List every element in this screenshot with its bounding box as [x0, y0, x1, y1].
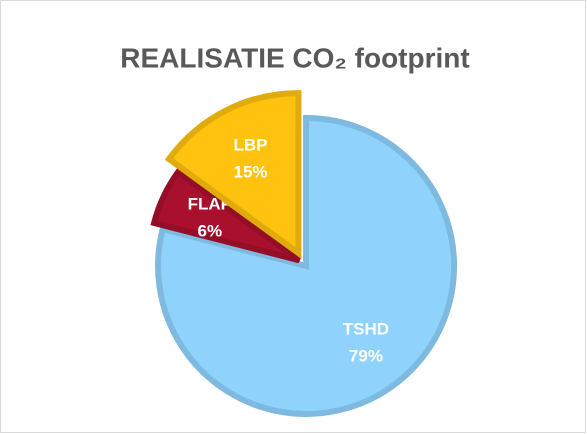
slice-value-label: 15% [234, 162, 268, 181]
slice-value-label: 79% [349, 347, 383, 366]
pie-slice [150, 167, 302, 264]
slice-label: LBP [234, 135, 268, 154]
pie-slice [164, 90, 302, 259]
slice-value-label: 6% [198, 222, 223, 241]
chart-title: REALISATIE CO₂ footprint [120, 42, 469, 73]
slice-label: TSHD [343, 320, 389, 339]
pie-slice [155, 114, 458, 417]
